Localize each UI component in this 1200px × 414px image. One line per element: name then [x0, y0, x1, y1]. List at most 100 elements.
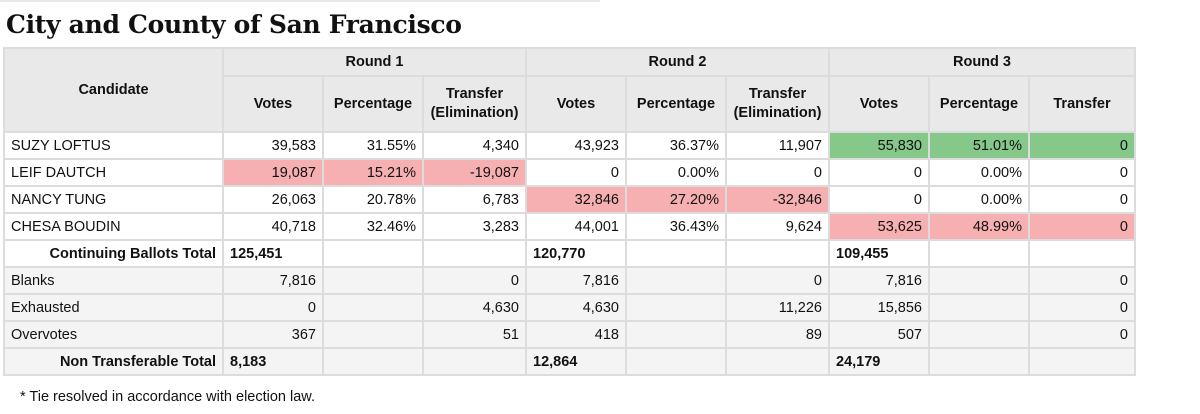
transfer-cell-eliminated: -32,846: [725, 185, 830, 214]
table-row: SUZY LOFTUS 39,583 31.55% 4,340 43,923 3…: [3, 131, 1136, 160]
votes-header: Votes: [525, 75, 627, 133]
empty-cell: [322, 347, 424, 376]
table-row: Blanks 7,816 0 7,816 0 7,816 0: [3, 266, 1136, 295]
round-1-header: Round 1: [222, 47, 527, 77]
votes-cell: 39,583: [222, 131, 324, 160]
transfer-elimination-header: Transfer (Elimination): [725, 75, 830, 133]
votes-cell: 7,816: [828, 266, 930, 295]
total-votes-cell: 125,451: [222, 239, 324, 268]
table-row: LEIF DAUTCH 19,087 15.21% -19,087 0 0.00…: [3, 158, 1136, 187]
round-2-header: Round 2: [525, 47, 830, 77]
empty-cell: [322, 293, 424, 322]
row-label: Exhausted: [3, 293, 224, 322]
transfer-cell: 0: [725, 266, 830, 295]
candidate-name: CHESA BOUDIN: [3, 212, 224, 241]
empty-cell: [928, 320, 1030, 349]
total-votes-cell: 120,770: [525, 239, 627, 268]
empty-cell: [322, 266, 424, 295]
empty-cell: [928, 347, 1030, 376]
table-row: CHESA BOUDIN 40,718 32.46% 3,283 44,001 …: [3, 212, 1136, 241]
percentage-cell: 0.00%: [625, 158, 727, 187]
transfer-cell-eliminated: -19,087: [422, 158, 527, 187]
results-table: Candidate Round 1 Round 2 Round 3 Votes …: [3, 47, 1136, 376]
votes-cell: 0: [828, 185, 930, 214]
votes-cell: 40,718: [222, 212, 324, 241]
empty-cell: [625, 293, 727, 322]
percentage-cell-eliminated: 48.99%: [928, 212, 1030, 241]
candidate-name: SUZY LOFTUS: [3, 131, 224, 160]
percentage-cell: 0.00%: [928, 185, 1030, 214]
votes-cell: 7,816: [525, 266, 627, 295]
empty-cell: [625, 347, 727, 376]
footnote: * Tie resolved in accordance with electi…: [20, 389, 315, 405]
transfer-cell: 0: [1028, 293, 1136, 322]
candidate-name: LEIF DAUTCH: [3, 158, 224, 187]
transfer-elimination-header: Transfer (Elimination): [422, 75, 527, 133]
total-votes-cell: 24,179: [828, 347, 930, 376]
transfer-cell: 4,340: [422, 131, 527, 160]
empty-cell: [928, 239, 1030, 268]
empty-cell: [625, 320, 727, 349]
votes-cell: 7,816: [222, 266, 324, 295]
votes-cell: 0: [525, 158, 627, 187]
votes-cell-eliminated: 32,846: [525, 185, 627, 214]
votes-cell: 44,001: [525, 212, 627, 241]
percentage-header: Percentage: [625, 75, 727, 133]
percentage-cell-eliminated: 27.20%: [625, 185, 727, 214]
percentage-cell: 31.55%: [322, 131, 424, 160]
table-row: NANCY TUNG 26,063 20.78% 6,783 32,846 27…: [3, 185, 1136, 214]
transfer-cell: 51: [422, 320, 527, 349]
transfer-header: Transfer: [1028, 75, 1136, 133]
empty-cell: [422, 347, 527, 376]
empty-cell: [1028, 347, 1136, 376]
candidate-header: Candidate: [3, 47, 224, 133]
percentage-cell: 36.43%: [625, 212, 727, 241]
empty-cell: [322, 239, 424, 268]
transfer-cell: 6,783: [422, 185, 527, 214]
table-row: Exhausted 0 4,630 4,630 11,226 15,856 0: [3, 293, 1136, 322]
transfer-cell: 0: [1028, 158, 1136, 187]
total-votes-cell: 109,455: [828, 239, 930, 268]
transfer-cell: 0: [1028, 320, 1136, 349]
votes-cell: 4,630: [525, 293, 627, 322]
table-row: Overvotes 367 51 418 89 507 0: [3, 320, 1136, 349]
percentage-cell: 20.78%: [322, 185, 424, 214]
total-label: Non Transferable Total: [3, 347, 224, 376]
votes-cell: 15,856: [828, 293, 930, 322]
row-label: Blanks: [3, 266, 224, 295]
votes-cell-eliminated: 53,625: [828, 212, 930, 241]
transfer-cell: 0: [725, 158, 830, 187]
transfer-cell: 11,907: [725, 131, 830, 160]
total-label: Continuing Ballots Total: [3, 239, 224, 268]
candidate-name: NANCY TUNG: [3, 185, 224, 214]
round-3-header: Round 3: [828, 47, 1136, 77]
transfer-cell-winner: 0: [1028, 131, 1136, 160]
empty-cell: [725, 347, 830, 376]
transfer-cell: 0: [422, 266, 527, 295]
votes-cell: 418: [525, 320, 627, 349]
empty-cell: [625, 266, 727, 295]
transfer-cell-eliminated: 0: [1028, 212, 1136, 241]
transfer-cell: 0: [1028, 185, 1136, 214]
transfer-cell: 89: [725, 320, 830, 349]
percentage-cell: 32.46%: [322, 212, 424, 241]
empty-cell: [1028, 239, 1136, 268]
percentage-cell: 36.37%: [625, 131, 727, 160]
total-votes-cell: 8,183: [222, 347, 324, 376]
transfer-cell: 9,624: [725, 212, 830, 241]
percentage-header: Percentage: [928, 75, 1030, 133]
empty-cell: [725, 239, 830, 268]
votes-header: Votes: [222, 75, 324, 133]
votes-cell: 507: [828, 320, 930, 349]
votes-header: Votes: [828, 75, 930, 133]
total-votes-cell: 12,864: [525, 347, 627, 376]
votes-cell: 43,923: [525, 131, 627, 160]
percentage-cell-eliminated: 15.21%: [322, 158, 424, 187]
page-title: City and County of San Francisco: [6, 10, 462, 39]
votes-cell: 367: [222, 320, 324, 349]
top-rule: [0, 0, 600, 2]
votes-cell-eliminated: 19,087: [222, 158, 324, 187]
empty-cell: [625, 239, 727, 268]
transfer-cell: 4,630: [422, 293, 527, 322]
transfer-cell: 11,226: [725, 293, 830, 322]
